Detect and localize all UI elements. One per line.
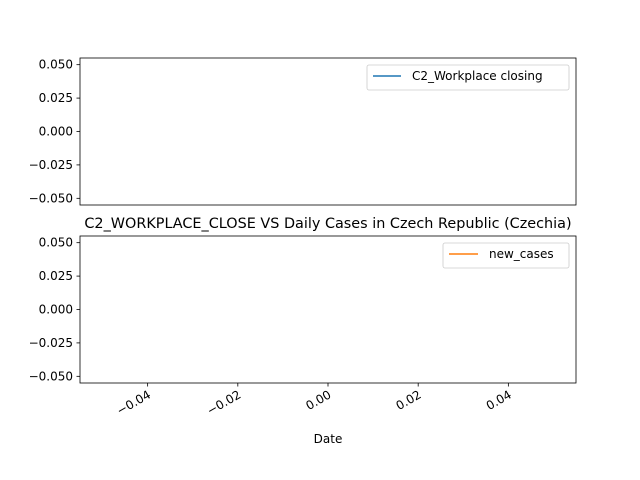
top-y-tick-label: 0.000 [39, 125, 73, 139]
top-y-tick-label: 0.025 [39, 91, 73, 105]
top-plot: 0.050 0.025 0.000 −0.025 −0.050 C2_Workplace… [29, 57, 577, 206]
bottom-x-tick-label: −0.04 [114, 387, 153, 418]
bottom-x-tick-label: −0.02 [204, 387, 243, 418]
bottom-x-tick-label: 0.04 [484, 387, 514, 412]
bottom-x-tick-label: 0.02 [394, 387, 424, 412]
bottom-y-tick-label: 0.025 [39, 269, 73, 283]
top-y-tick-label: −0.025 [29, 158, 73, 172]
bottom-legend: new_cases [442, 242, 570, 269]
bottom-y-tick-label: 0.050 [39, 236, 73, 250]
top-y-tick-label: −0.050 [29, 191, 73, 205]
bottom-plot-title: C2_WORKPLACE_CLOSE VS Daily Cases in Cze… [84, 216, 571, 232]
bottom-y-tick-label: 0.000 [39, 303, 73, 317]
top-y-axis: 0.050 0.025 0.000 −0.025 −0.050 [29, 58, 80, 205]
bottom-y-tick-label: −0.025 [29, 336, 73, 350]
bottom-x-tick-label: 0.00 [303, 387, 333, 412]
bottom-legend-box [442, 242, 570, 269]
bottom-x-axis: −0.04 −0.02 0.00 0.02 0.04 [114, 383, 514, 418]
bottom-legend-label: new_cases [489, 247, 554, 261]
bottom-y-tick-label: −0.050 [29, 369, 73, 383]
bottom-y-axis: 0.050 0.025 0.000 −0.025 −0.050 [29, 236, 80, 383]
bottom-plot: C2_WORKPLACE_CLOSE VS Daily Cases in Cze… [29, 216, 577, 446]
top-legend-label: C2_Workplace closing [412, 69, 543, 83]
top-y-tick-label: 0.050 [39, 58, 73, 72]
top-legend-box [366, 64, 570, 91]
bottom-x-axis-label: Date [314, 432, 343, 446]
top-legend: C2_Workplace closing [366, 64, 570, 91]
